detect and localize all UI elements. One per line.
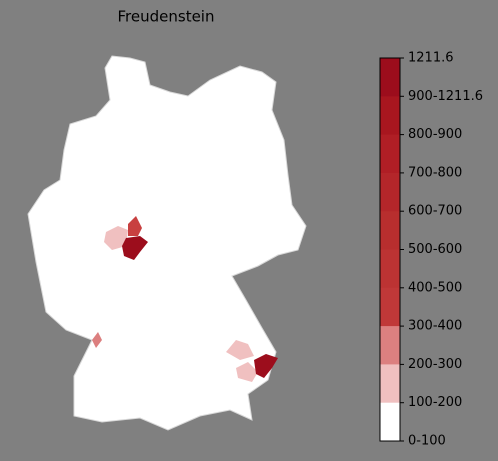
region (92, 332, 102, 348)
region (122, 236, 148, 260)
colorbar: 1211.6 900-1211.6 800-900 700-800 600-700 500… (379, 51, 483, 449)
colorbar-label: 700-800 (408, 165, 462, 180)
colorbar-segment (380, 211, 400, 250)
colorbar-label: 400-500 (408, 280, 462, 295)
colorbar-label: 0-100 (408, 434, 446, 449)
colorbar-segment (380, 364, 400, 404)
region (254, 354, 278, 378)
colorbar-label: 800-900 (408, 127, 462, 142)
colorbar-label: 300-400 (408, 319, 462, 334)
region (104, 226, 128, 250)
colorbar-label: 100-200 (408, 395, 462, 410)
region (236, 362, 258, 382)
colorbar-segment (380, 287, 400, 327)
colorbar-segment (380, 58, 400, 97)
colorbar-label: 1211.6 (408, 51, 454, 66)
region (226, 340, 254, 360)
map-title: Freudenstein (118, 8, 215, 26)
colorbar-segment (380, 249, 400, 289)
colorbar-label: 500-600 (408, 242, 462, 257)
colorbar-label: 200-300 (408, 357, 462, 372)
colorbar-segment (380, 96, 400, 136)
colorbar-segment (380, 402, 400, 442)
colorbar-segment (380, 326, 400, 365)
colorbar-label: 600-700 (408, 204, 462, 219)
germany-map (27, 55, 307, 431)
colorbar-segment (380, 172, 400, 212)
colorbar-label: 900-1211.6 (408, 89, 483, 104)
region (128, 216, 142, 236)
colorbar-segment (380, 134, 400, 174)
